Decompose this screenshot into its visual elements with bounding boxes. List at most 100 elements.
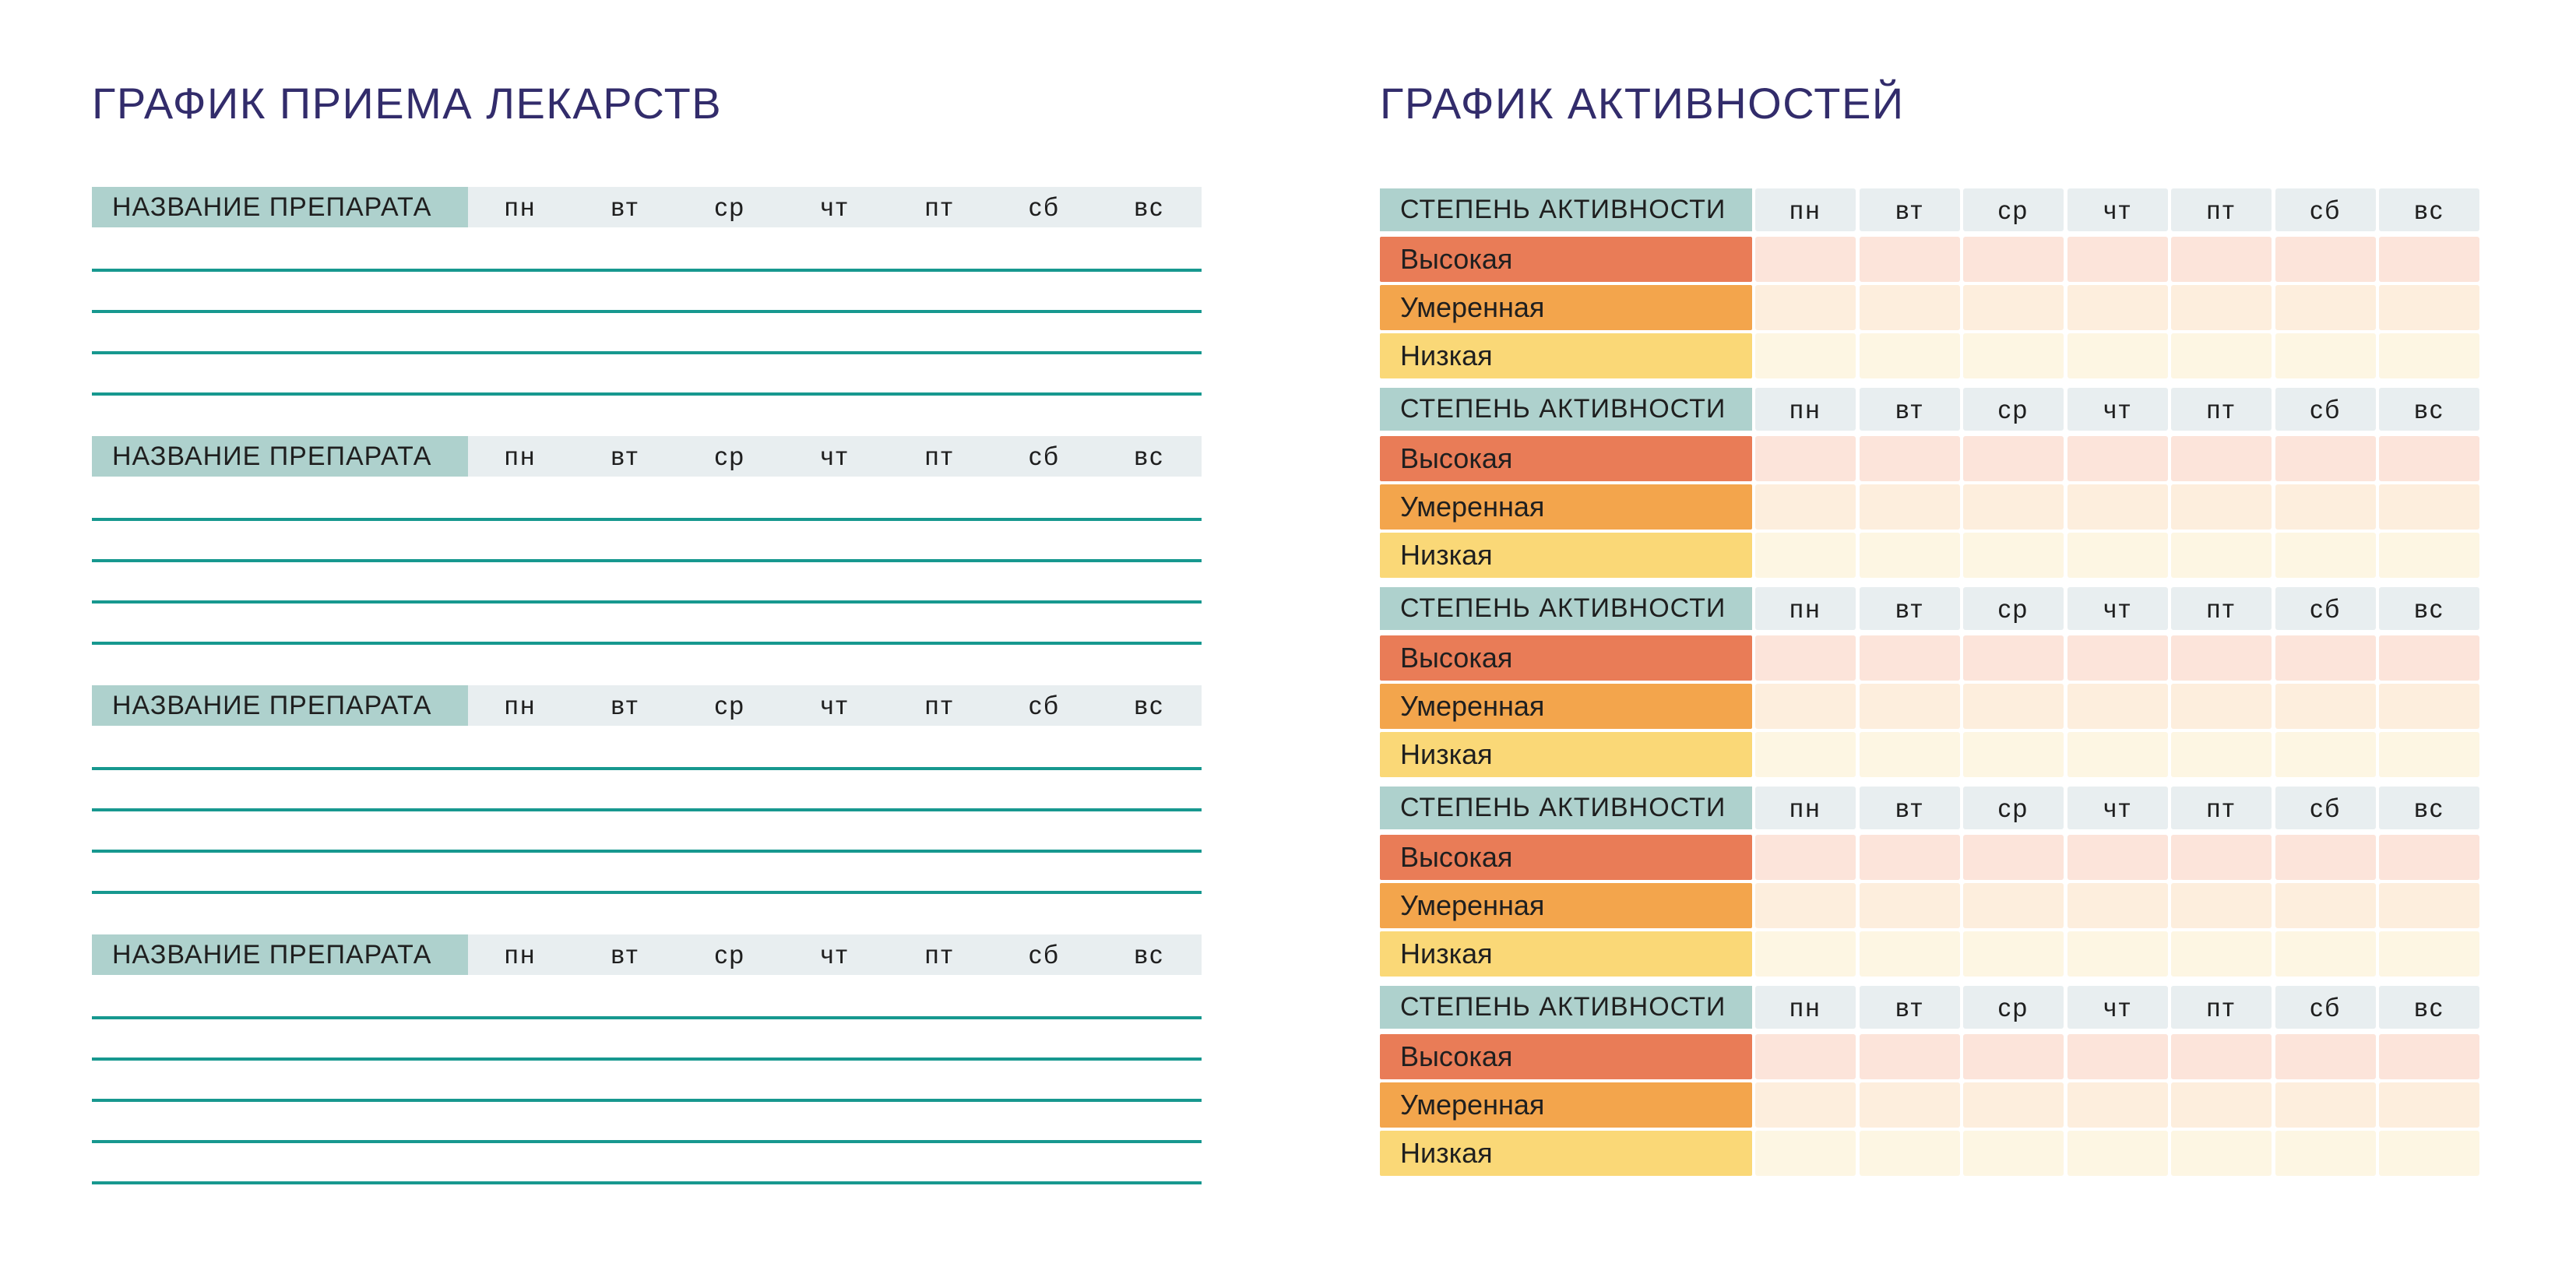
day-header-cell: сб: [2275, 986, 2376, 1029]
activity-day-cell-high: [1963, 237, 2064, 282]
activity-day-cell-low: [1755, 931, 1856, 977]
day-header-cell: чт: [2067, 587, 2168, 630]
day-header-label: чт: [820, 442, 850, 470]
activity-day-cell-moderate: [1755, 883, 1856, 928]
day-header-label: сб: [1028, 192, 1061, 221]
writing-line: [92, 1099, 1202, 1102]
activity-day-cell-low: [1963, 732, 2064, 777]
day-header-cell: сб: [2275, 787, 2376, 829]
activity-day-cell-low: [2067, 533, 2168, 578]
activity-day-cell-high: [1755, 237, 1856, 282]
activity-day-cell-low: [2275, 333, 2376, 378]
day-header-cell: пт: [2171, 986, 2272, 1029]
activity-header-cell: СТЕПЕНЬ АКТИВНОСТИ: [1380, 388, 1752, 431]
day-header-cell: чт: [2067, 986, 2168, 1029]
activity-day-cell-high: [2275, 436, 2376, 481]
activity-day-cell-high: [1755, 1034, 1856, 1079]
activity-day-cell-high: [1860, 436, 1960, 481]
day-header-cell: вт: [1860, 787, 1960, 829]
activity-day-cell-high: [2067, 1034, 2168, 1079]
activity-day-cell-moderate: [2067, 684, 2168, 729]
day-header-cell: пн: [1755, 787, 1856, 829]
activity-day-cell-moderate: [1963, 285, 2064, 330]
writing-line: [92, 767, 1202, 770]
day-header-label: сб: [1028, 442, 1061, 470]
activity-header-cell: СТЕПЕНЬ АКТИВНОСТИ: [1380, 986, 1752, 1029]
day-header-cell: ср: [1963, 388, 2064, 431]
activity-day-cell-low: [2067, 732, 2168, 777]
activity-day-cell-high: [2275, 835, 2376, 880]
medication-header-row: НАЗВАНИЕ ПРЕПАРАТА пн вт ср чт пт сб вс: [92, 934, 1202, 975]
day-header-cell: пн: [1755, 587, 1856, 630]
day-header-cell: вс: [2379, 787, 2479, 829]
day-header-cell: вт: [1860, 986, 1960, 1029]
day-header-label: сб: [1028, 940, 1061, 969]
writing-line: [92, 600, 1202, 604]
day-header-label: пн: [504, 192, 537, 221]
activity-day-cell-high: [2379, 835, 2479, 880]
activity-level-label-moderate: Умеренная: [1380, 684, 1752, 729]
activity-day-cell-low: [2379, 1131, 2479, 1176]
activity-level-label-high: Высокая: [1380, 635, 1752, 681]
activity-day-cell-moderate: [1860, 285, 1960, 330]
activity-day-cell-low: [2171, 732, 2272, 777]
day-header-label: пт: [924, 442, 955, 470]
activity-day-cell-moderate: [1963, 484, 2064, 530]
day-header-label: чт: [820, 192, 850, 221]
activity-day-cell-low: [2379, 931, 2479, 977]
activity-level-label-high: Высокая: [1380, 835, 1752, 880]
activity-level-label-high: Высокая: [1380, 1034, 1752, 1079]
activity-day-cell-moderate: [1860, 684, 1960, 729]
drug-name-header-cell: НАЗВАНИЕ ПРЕПАРАТА: [92, 436, 468, 477]
activity-day-cell-high: [2275, 635, 2376, 681]
medication-header-row: НАЗВАНИЕ ПРЕПАРАТА пн вт ср чт пт сб вс: [92, 685, 1202, 726]
activity-day-cell-moderate: [2275, 883, 2376, 928]
day-header-strip: пн вт ср чт пт сб вс: [468, 187, 1202, 227]
drug-name-header-cell: НАЗВАНИЕ ПРЕПАРАТА: [92, 685, 468, 726]
activity-day-cell-low: [2275, 931, 2376, 977]
activity-day-cell-low: [1860, 333, 1960, 378]
activity-day-cell-low: [2067, 1131, 2168, 1176]
activity-day-cell-low: [2171, 931, 2272, 977]
activity-day-cell-low: [2171, 1131, 2272, 1176]
activity-day-cell-low: [1963, 533, 2064, 578]
activity-level-label-moderate: Умеренная: [1380, 883, 1752, 928]
activity-level-label-low: Низкая: [1380, 1131, 1752, 1176]
activity-level-label-low: Низкая: [1380, 732, 1752, 777]
activity-day-cell-moderate: [1755, 285, 1856, 330]
day-header-cell: сб: [2275, 188, 2376, 231]
activity-day-cell-low: [2067, 333, 2168, 378]
day-header-label: чт: [820, 940, 850, 969]
activity-day-cell-low: [2275, 732, 2376, 777]
activity-day-cell-moderate: [1860, 484, 1960, 530]
activity-day-cell-high: [2067, 436, 2168, 481]
activity-day-cell-moderate: [2171, 684, 2272, 729]
activity-day-cell-moderate: [2275, 1082, 2376, 1128]
day-header-cell: чт: [2067, 188, 2168, 231]
medication-header-row: НАЗВАНИЕ ПРЕПАРАТА пн вт ср чт пт сб вс: [92, 187, 1202, 227]
writing-line: [92, 850, 1202, 853]
activity-day-cell-moderate: [2379, 484, 2479, 530]
activity-day-cell-high: [2379, 635, 2479, 681]
day-header-label: ср: [714, 192, 746, 221]
writing-line: [92, 1057, 1202, 1061]
day-header-label: вт: [611, 691, 640, 720]
activity-day-cell-moderate: [2067, 484, 2168, 530]
activity-level-label-low: Низкая: [1380, 533, 1752, 578]
activity-day-cell-low: [2171, 333, 2272, 378]
activity-day-cell-high: [1860, 835, 1960, 880]
day-header-cell: чт: [2067, 388, 2168, 431]
activity-day-cell-high: [2275, 237, 2376, 282]
activity-day-cell-high: [1963, 835, 2064, 880]
day-header-cell: ср: [1963, 587, 2064, 630]
activity-day-cell-low: [1860, 533, 1960, 578]
activity-day-cell-high: [2067, 237, 2168, 282]
activity-day-cell-moderate: [2275, 684, 2376, 729]
activity-day-cell-moderate: [1860, 883, 1960, 928]
activity-day-cell-high: [1755, 635, 1856, 681]
day-header-cell: пт: [2171, 587, 2272, 630]
day-header-cell: пн: [1755, 388, 1856, 431]
activity-day-cell-high: [1755, 835, 1856, 880]
activity-day-cell-low: [1860, 1131, 1960, 1176]
day-header-cell: вс: [2379, 388, 2479, 431]
